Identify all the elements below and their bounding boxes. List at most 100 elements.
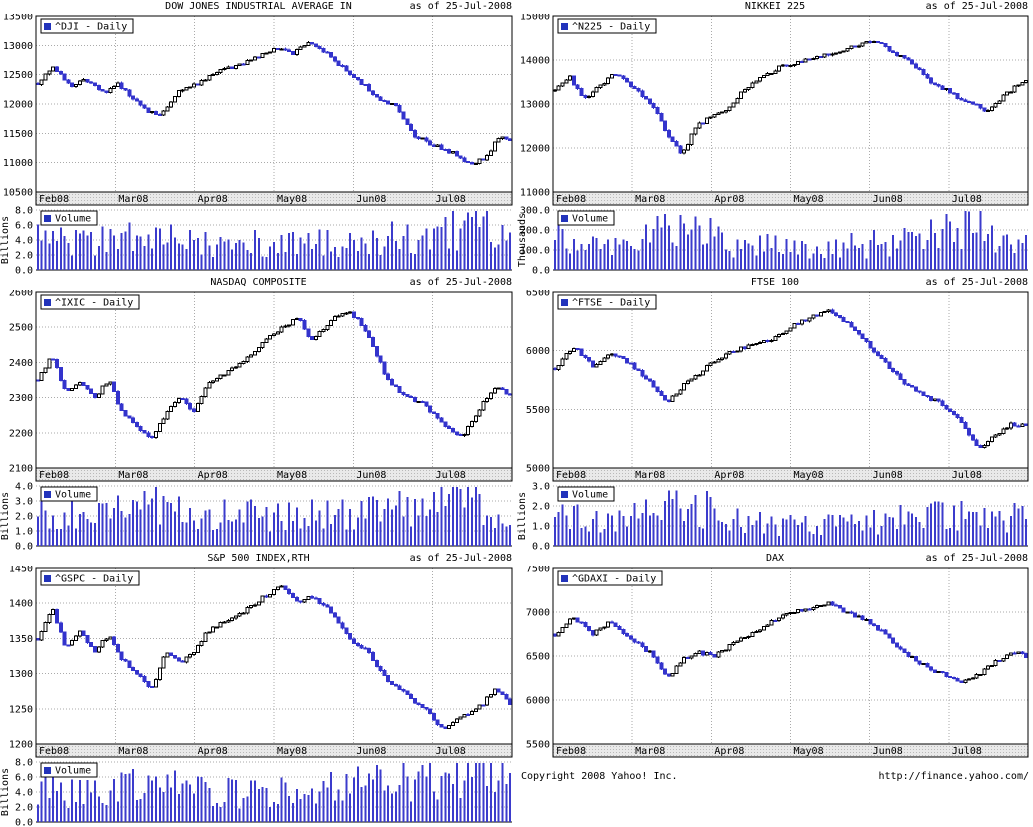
svg-text:1350: 1350 <box>9 634 33 645</box>
svg-text:Jul08: Jul08 <box>952 194 982 205</box>
chart-title: NASDAQ COMPOSITE <box>210 277 307 288</box>
svg-text:7000: 7000 <box>526 608 550 619</box>
svg-text:Jul08: Jul08 <box>436 746 466 757</box>
nasdaq-candlestick-chart: 2100 2200 2300 2400 2500 2600 ^IXIC - Daily Feb… <box>0 288 513 552</box>
as-of-label: as of 25-Jul-2008 <box>409 0 512 14</box>
chart-title: S&P 500 INDEX,RTH <box>207 553 310 564</box>
finance-yahoo-link[interactable]: http://finance.yahoo.com/ <box>878 771 1029 782</box>
svg-text:4.0: 4.0 <box>15 788 33 799</box>
svg-text:14000: 14000 <box>520 56 550 67</box>
svg-text:2.0: 2.0 <box>15 803 33 814</box>
ftse-header: FTSE 100 as of 25-Jul-2008 <box>517 276 1033 290</box>
svg-text:2.0: 2.0 <box>532 502 550 513</box>
svg-text:1200: 1200 <box>9 740 33 751</box>
svg-text:May08: May08 <box>794 470 824 481</box>
sp500-candlestick-chart: 1200 1250 1300 1350 1400 1450 ^GSPC - Daily Feb… <box>0 564 513 827</box>
svg-text:13000: 13000 <box>520 100 550 111</box>
svg-text:2500: 2500 <box>9 323 33 334</box>
svg-text:Volume: Volume <box>572 214 608 225</box>
svg-text:Feb08: Feb08 <box>556 746 586 757</box>
svg-text:Billions: Billions <box>0 216 11 264</box>
svg-text:11000: 11000 <box>3 158 33 169</box>
svg-text:8.0: 8.0 <box>15 206 33 217</box>
svg-text:11000: 11000 <box>520 188 550 199</box>
svg-text:1300: 1300 <box>9 669 33 680</box>
svg-text:Mar08: Mar08 <box>118 470 148 481</box>
ftse-candlestick-chart: 5000 5500 6000 6500 ^FTSE - Daily Feb08 Mar08 A… <box>517 288 1029 553</box>
dax-candlestick-chart: 5500 6000 6500 7000 7500 ^GDAXI - Daily Feb08 M… <box>526 564 1029 758</box>
svg-text:Feb08: Feb08 <box>39 470 69 481</box>
chart-title: DAX <box>765 553 785 564</box>
svg-text:May08: May08 <box>277 194 307 205</box>
dax-header: DAX as of 25-Jul-2008 <box>517 552 1033 566</box>
svg-text:12000: 12000 <box>520 144 550 155</box>
svg-text:Jul08: Jul08 <box>952 746 982 757</box>
svg-text:Jun08: Jun08 <box>356 746 386 757</box>
svg-text:0.0: 0.0 <box>532 266 550 277</box>
svg-text:May08: May08 <box>794 194 824 205</box>
svg-text:Jun08: Jun08 <box>873 470 903 481</box>
svg-text:Volume: Volume <box>55 490 91 501</box>
svg-text:Apr08: Apr08 <box>714 470 744 481</box>
svg-text:0.0: 0.0 <box>15 818 33 827</box>
copyright-text: Copyright 2008 Yahoo! Inc. <box>521 771 678 782</box>
svg-text:300.0: 300.0 <box>520 206 550 217</box>
svg-text:Jun08: Jun08 <box>873 194 903 205</box>
svg-text:Billions: Billions <box>0 492 11 540</box>
svg-text:Feb08: Feb08 <box>39 194 69 205</box>
svg-text:Feb08: Feb08 <box>39 746 69 757</box>
svg-text:Thousands: Thousands <box>517 213 528 267</box>
svg-text:Feb08: Feb08 <box>556 470 586 481</box>
svg-text:10500: 10500 <box>3 188 33 199</box>
nikkei-header: NIKKEI 225 as of 25-Jul-2008 <box>517 0 1033 14</box>
svg-text:6000: 6000 <box>526 346 550 357</box>
svg-text:Volume: Volume <box>55 766 91 777</box>
dji-candlestick-chart: 10500 11000 11500 12000 12500 13000 13500 ^DJI … <box>0 12 513 276</box>
svg-text:Billions: Billions <box>0 768 11 816</box>
svg-text:^N225 - Daily: ^N225 - Daily <box>572 22 650 33</box>
svg-text:11500: 11500 <box>3 129 33 140</box>
svg-text:^FTSE - Daily: ^FTSE - Daily <box>572 298 650 309</box>
svg-text:12000: 12000 <box>3 100 33 111</box>
svg-text:2300: 2300 <box>9 393 33 404</box>
svg-text:Mar08: Mar08 <box>118 194 148 205</box>
svg-text:6.0: 6.0 <box>15 773 33 784</box>
dji-chart-panel: DOW JONES INDUSTRIAL AVERAGE IN as of 25… <box>0 0 517 276</box>
dji-header: DOW JONES INDUSTRIAL AVERAGE IN as of 25… <box>0 0 517 14</box>
svg-text:Mar08: Mar08 <box>635 746 665 757</box>
svg-text:6500: 6500 <box>526 652 550 663</box>
svg-text:3.0: 3.0 <box>532 482 550 493</box>
svg-text:0.0: 0.0 <box>532 542 550 553</box>
svg-text:2200: 2200 <box>9 428 33 439</box>
svg-text:1250: 1250 <box>9 704 33 715</box>
svg-text:3.0: 3.0 <box>15 497 33 508</box>
svg-text:^GDAXI - Daily: ^GDAXI - Daily <box>572 574 656 585</box>
svg-text:Apr08: Apr08 <box>198 746 228 757</box>
svg-text:2.0: 2.0 <box>15 251 33 262</box>
svg-text:4.0: 4.0 <box>15 482 33 493</box>
svg-text:1400: 1400 <box>9 599 33 610</box>
svg-text:5000: 5000 <box>526 464 550 475</box>
svg-text:Volume: Volume <box>572 490 608 501</box>
svg-text:7500: 7500 <box>526 566 550 575</box>
svg-text:100.0: 100.0 <box>520 246 550 257</box>
svg-text:Jun08: Jun08 <box>356 194 386 205</box>
svg-text:12500: 12500 <box>3 70 33 81</box>
svg-text:13500: 13500 <box>3 14 33 23</box>
svg-text:Mar08: Mar08 <box>635 194 665 205</box>
as-of-label: as of 25-Jul-2008 <box>925 276 1028 290</box>
svg-text:1.0: 1.0 <box>15 527 33 538</box>
sp500-chart-panel: S&P 500 INDEX,RTH as of 25-Jul-2008 1200… <box>0 552 517 827</box>
svg-text:Apr08: Apr08 <box>198 194 228 205</box>
svg-text:Billions: Billions <box>517 492 528 540</box>
svg-text:15000: 15000 <box>520 14 550 23</box>
svg-text:May08: May08 <box>794 746 824 757</box>
svg-text:1.0: 1.0 <box>532 522 550 533</box>
svg-text:1450: 1450 <box>9 566 33 575</box>
svg-text:Apr08: Apr08 <box>198 470 228 481</box>
svg-text:Jul08: Jul08 <box>952 470 982 481</box>
svg-text:^DJI - Daily: ^DJI - Daily <box>55 22 127 33</box>
svg-text:Feb08: Feb08 <box>556 194 586 205</box>
svg-text:13000: 13000 <box>3 41 33 52</box>
svg-text:Volume: Volume <box>55 214 91 225</box>
